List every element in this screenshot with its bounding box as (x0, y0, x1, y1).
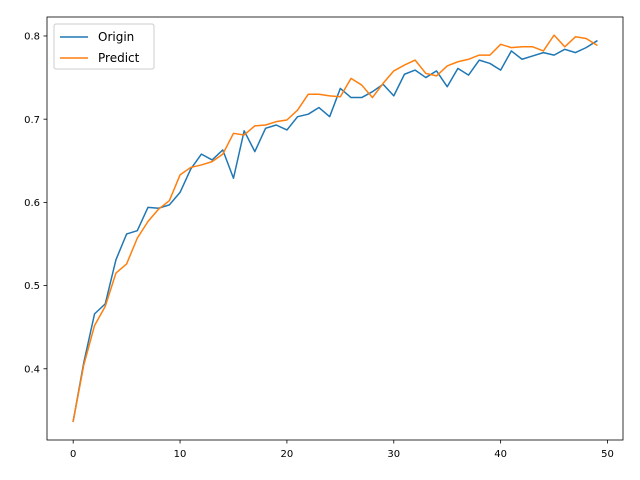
series-line-predict (72, 34, 598, 423)
legend-label-predict: Predict (98, 51, 140, 65)
y-tick-label: 0.5 (24, 281, 40, 292)
axes-layer: 0 10 20 30 40 50 0.4 0.5 0.6 0.7 0.8 (24, 16, 624, 460)
legend-label-origin: Origin (98, 30, 134, 44)
y-tick-label: 0.4 (24, 364, 40, 375)
x-tick-label: 20 (281, 449, 294, 460)
x-tick-label: 40 (494, 449, 507, 460)
y-tick-label: 0.6 (24, 198, 40, 209)
plot-area (47, 17, 623, 440)
y-tick-label: 0.8 (24, 32, 40, 43)
y-tick-label: 0.7 (24, 115, 40, 126)
x-tick-label: 50 (601, 449, 614, 460)
axes-frame (46, 16, 624, 441)
series-layer (72, 34, 598, 423)
x-tick-label: 0 (70, 449, 76, 460)
legend: Origin Predict (53, 23, 155, 70)
x-tick-label: 10 (174, 449, 187, 460)
x-tick-label: 30 (387, 449, 400, 460)
